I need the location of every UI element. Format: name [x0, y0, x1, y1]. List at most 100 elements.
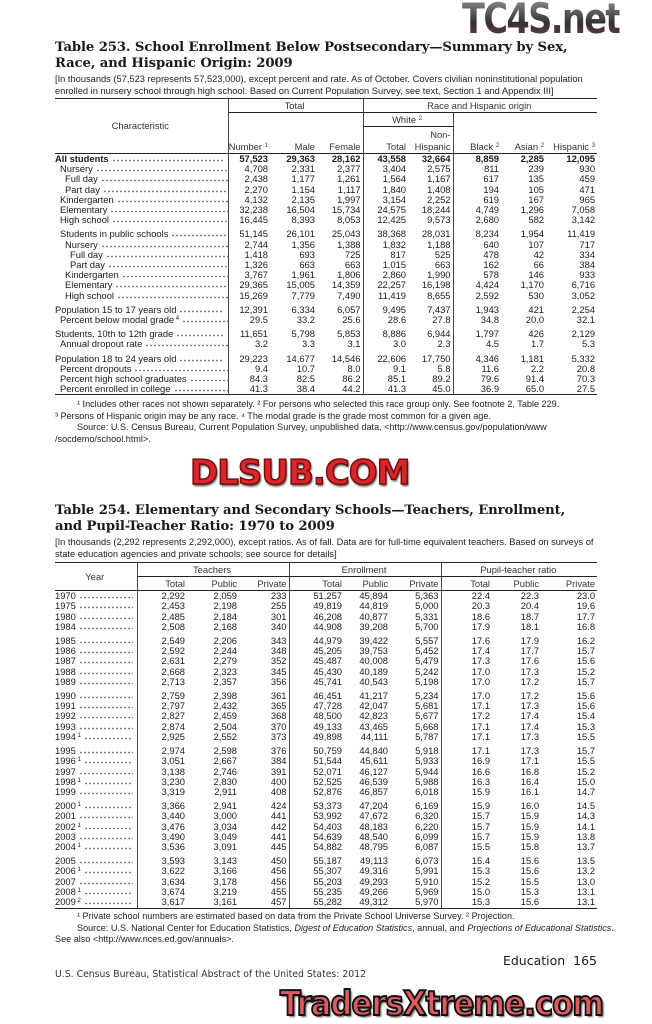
cell-value: 18.6	[471, 611, 491, 622]
label-text: 1998 1	[55, 776, 81, 787]
col-group-teachers: Teachers	[137, 562, 290, 577]
cell-value: 1,997	[317, 194, 364, 206]
cell-value: 384	[239, 756, 290, 767]
label-text: 2004 1	[55, 842, 81, 853]
label-text: 2008 1	[55, 886, 81, 897]
col-ratio-private: Private	[565, 577, 596, 589]
cell-value: 46,208	[313, 611, 343, 622]
cell-value: 34.8	[480, 315, 500, 326]
label-wrap: 2002 1	[55, 821, 135, 832]
label-wrap: Annual dropout rate	[55, 339, 227, 349]
cell-value: 9,573	[408, 215, 454, 226]
cell-value: 48,183	[359, 821, 389, 832]
col-female: Female	[317, 140, 364, 154]
row-year: 2004 1	[55, 842, 138, 853]
cell-value: 49,293	[359, 876, 389, 887]
cell-value: 15.4	[471, 854, 491, 866]
cell-value: 9.1	[392, 363, 407, 374]
row-label: Nursery	[55, 164, 229, 175]
cell-value: 16.4	[520, 776, 540, 787]
footnote-private-projection: ¹ Private school numbers are estimated b…	[77, 911, 515, 921]
cell-value: 17.0	[471, 666, 491, 677]
cell-value: 2,797	[161, 701, 185, 712]
label-text: 1991	[55, 701, 76, 712]
label-wrap: Elementary	[55, 205, 227, 215]
label-text: Elementary	[65, 280, 113, 291]
cell-value: 17.1	[520, 756, 540, 767]
cell-value: 15.0	[576, 776, 596, 787]
row-year: 1980	[55, 611, 138, 623]
label-text: 2009 2	[55, 897, 81, 908]
label-wrap: High school	[55, 215, 227, 225]
cell-value: 17.0	[471, 677, 491, 688]
col-characteristic: Characteristic	[55, 98, 229, 154]
cell-value: 817	[390, 249, 407, 260]
dot-leader	[78, 745, 133, 754]
cell-value: 49,312	[359, 897, 389, 908]
label-wrap: 1992	[55, 711, 135, 721]
cell-value: 194	[483, 184, 500, 195]
table-row: 1987 2,631 2,279 352 45,487 40,008 5,479 17.3 17…	[55, 656, 597, 667]
table-row: Population 15 to 17 years old 12,391 6,334…	[55, 300, 597, 316]
cell-value: 15.3	[471, 866, 491, 877]
table-row: 1991 2,797 2,432 365 47,728 42,047 5,681 17.1 17…	[55, 701, 597, 712]
table-row: 2000 1 3,366 2,941 424 53,373 47,204 6,169 15.9…	[55, 797, 597, 812]
row-year: 2005	[55, 852, 138, 867]
cell-value: 49,819	[313, 601, 343, 612]
cell-value: 65.0	[525, 384, 545, 395]
cell-value: 693	[299, 249, 315, 260]
col-enrollment-total: Total	[322, 577, 343, 589]
cell-value: 50,759	[313, 744, 343, 756]
cell-value: 663	[408, 260, 454, 271]
dot-leader	[83, 886, 133, 895]
cell-value: 17,750	[408, 349, 454, 364]
row-year: 1987	[55, 656, 138, 667]
cell-value: 22.4	[471, 590, 491, 601]
label-wrap: 1995	[55, 745, 135, 756]
cell-value: 1,806	[317, 270, 364, 281]
cell-value: 3,404	[382, 164, 407, 175]
label-wrap: Kindergarten	[55, 194, 227, 205]
dot-leader	[115, 280, 227, 289]
label-text: Students, 10th to 12th grade	[55, 329, 174, 340]
cell-value: 2,244	[213, 646, 237, 657]
dot-leader	[78, 787, 133, 796]
cell-value: 3,617	[161, 897, 185, 908]
cell-value: 20.0	[525, 315, 545, 326]
cell-value: 8,234	[475, 228, 500, 240]
row-year: 1996 1	[55, 756, 138, 767]
cell-value: 1,117	[317, 184, 364, 195]
cell-value: 146	[528, 270, 545, 281]
col-teachers-total: Total	[165, 577, 185, 589]
cell-value: 17.4	[520, 721, 540, 732]
cell-value: 15.9	[520, 821, 540, 832]
cell-value: 4,132	[244, 194, 268, 205]
dot-leader	[171, 229, 227, 238]
cell-value: 135	[528, 174, 545, 185]
cell-value: 17.2	[520, 677, 540, 688]
dot-leader	[78, 711, 133, 720]
cell-value: 2,292	[161, 590, 185, 601]
cell-value: 2,504	[213, 721, 237, 732]
label-wrap: Percent enrolled in college	[55, 384, 227, 394]
cell-value: 13.7	[576, 842, 596, 853]
cell-value: 55,203	[313, 876, 343, 887]
cell-value: 43,558	[377, 153, 407, 164]
table-row: High school 15,269 7,779 7,490 11,419 8,655 2,…	[55, 290, 597, 301]
dot-leader	[78, 690, 133, 699]
cell-value: 2,680	[475, 215, 500, 226]
cell-value: 70.3	[576, 374, 596, 385]
cell-value: 17.1	[471, 732, 491, 743]
dot-leader	[78, 701, 133, 710]
label-text: 2000 1	[55, 800, 81, 811]
row-label: Kindergarten	[55, 270, 229, 281]
cell-value: 45,430	[313, 666, 343, 677]
cell-value: 5,681	[390, 701, 442, 712]
cell-value: 18.7	[520, 611, 540, 622]
table-row: 1984 2,508 2,168 340 44,908 39,208 5,700 17.9 18…	[55, 622, 597, 633]
label-wrap: High school	[55, 290, 227, 301]
row-label: Percent enrolled in college	[55, 384, 229, 395]
cell-value: 48,795	[359, 842, 389, 853]
cell-value: 38,368	[377, 228, 407, 240]
dot-leader	[78, 646, 133, 655]
